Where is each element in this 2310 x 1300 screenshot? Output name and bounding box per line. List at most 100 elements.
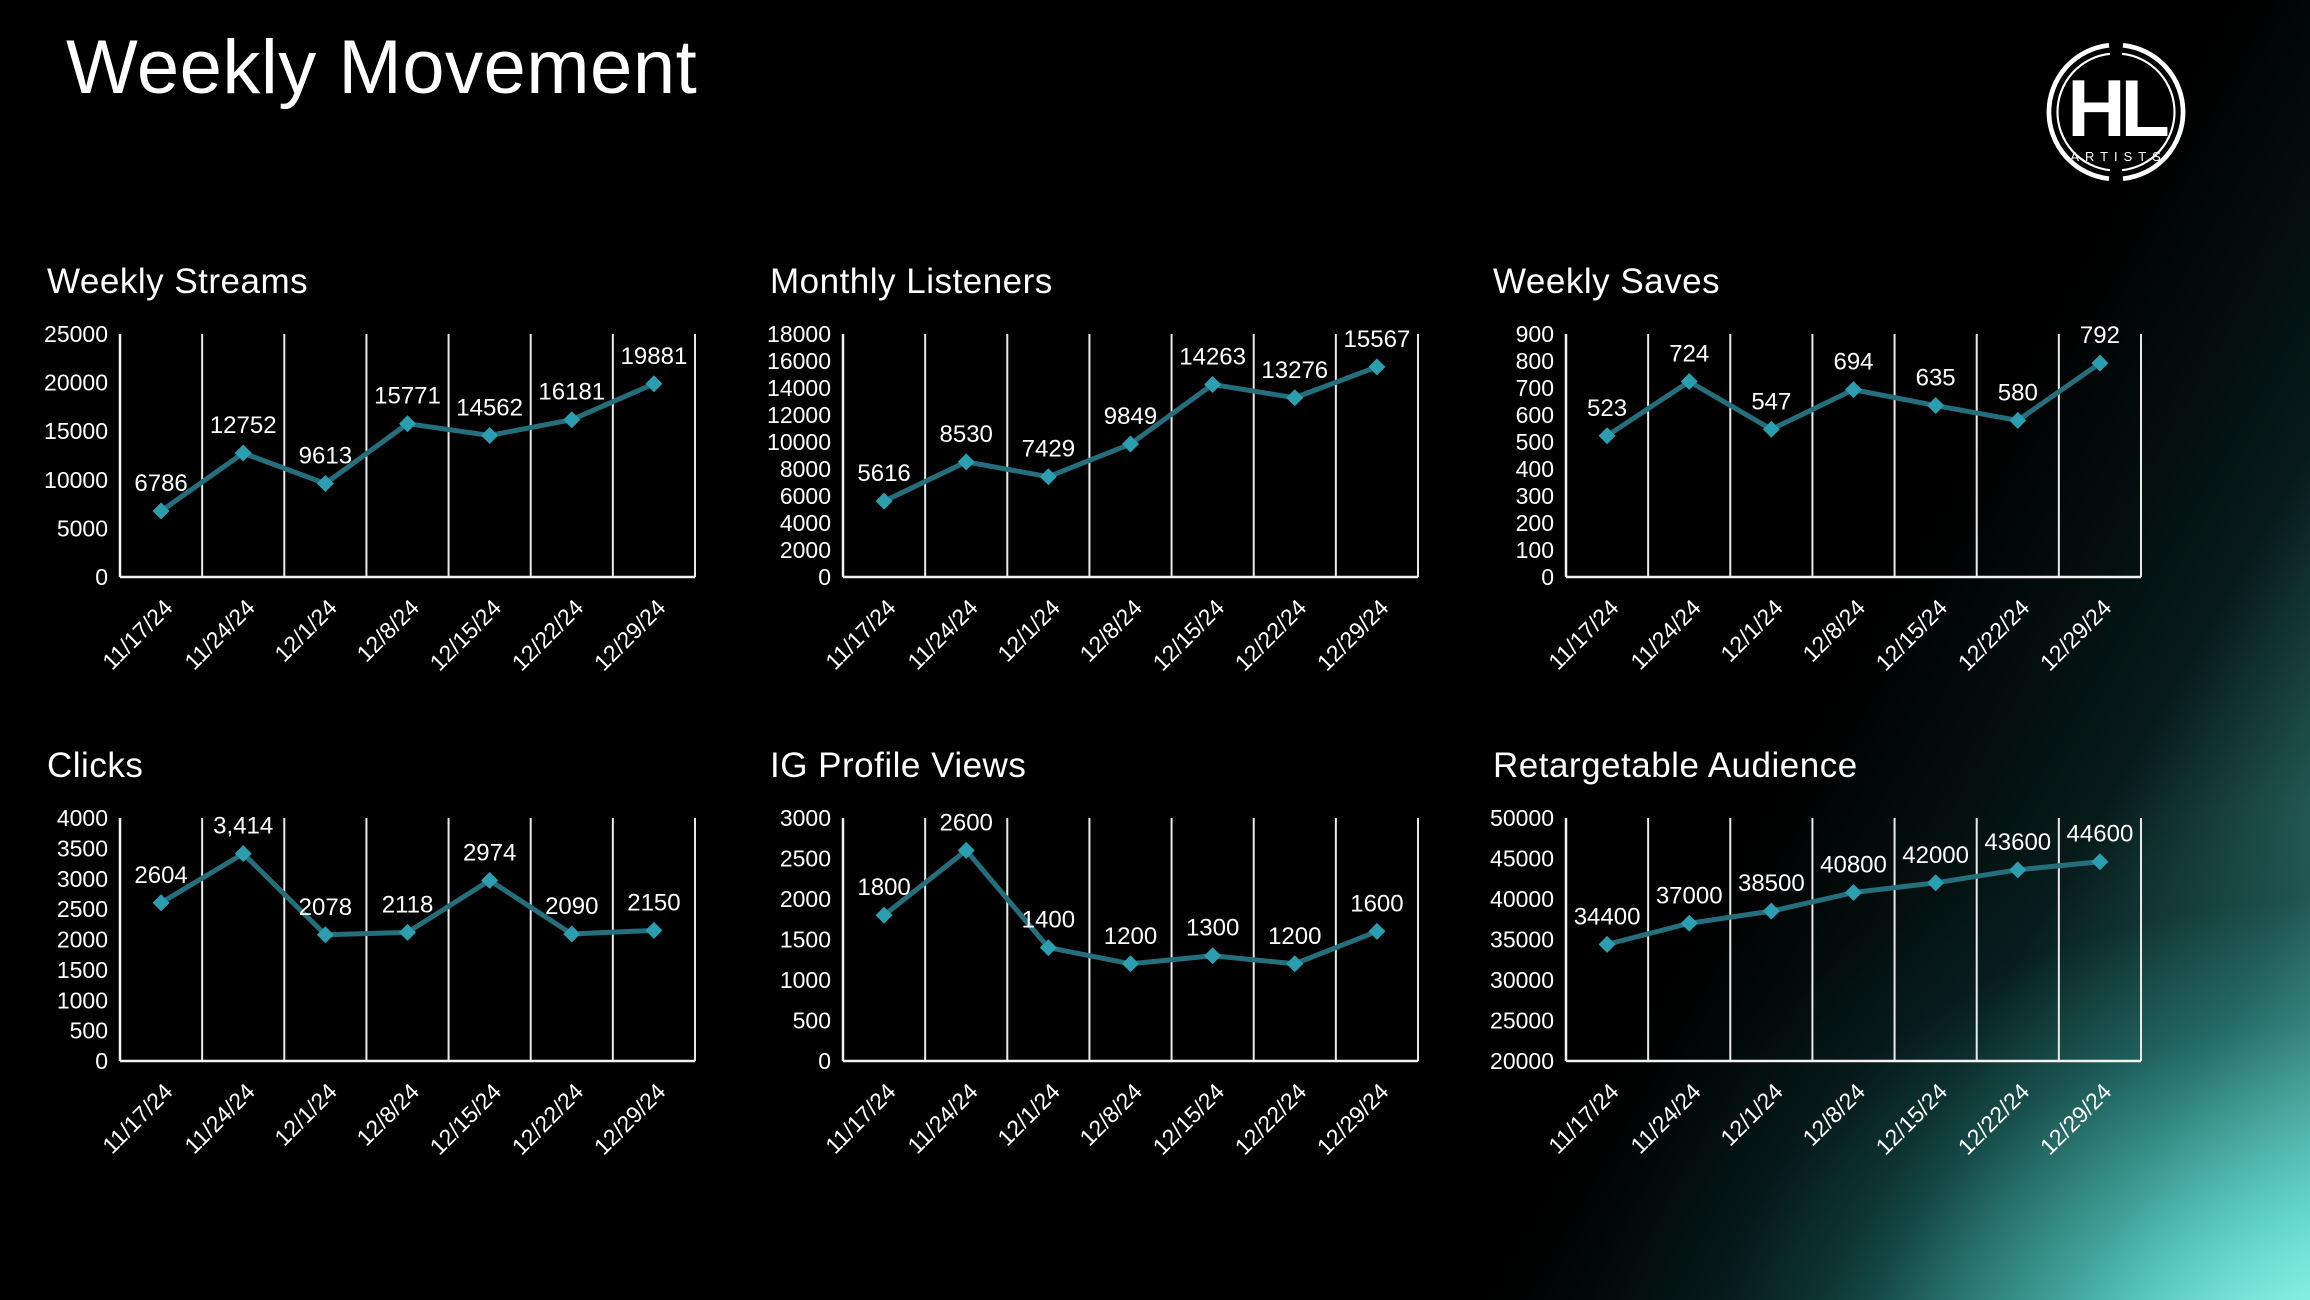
y-tick-label: 3000 [780, 805, 831, 831]
x-category-label: 12/15/24 [1147, 594, 1229, 676]
y-tick-label: 8000 [780, 456, 831, 482]
y-tick-label: 2000 [57, 927, 108, 953]
x-category-label: 12/22/24 [1953, 1078, 2035, 1160]
y-tick-label: 10000 [767, 429, 831, 455]
chart-card-clicks: Clicks 0 500 1000 1500 2000 2500 3000 3500 4000 1… [45, 746, 710, 1176]
logo-rings [2046, 42, 2186, 182]
y-tick-label: 25000 [44, 321, 108, 347]
x-category-label: 12/15/24 [424, 1078, 506, 1160]
data-point-label: 2090 [545, 893, 598, 920]
x-category-label: 12/8/24 [351, 1078, 424, 1151]
data-point-marker [2009, 411, 2027, 429]
slide-header: Weekly Movement HL ARTISTS [0, 0, 2310, 198]
data-point-marker [1762, 902, 1780, 920]
data-point-marker [1122, 955, 1139, 973]
data-point-label: 5616 [857, 460, 910, 487]
x-category-label: 12/15/24 [1870, 1078, 1952, 1160]
chart-title: Clicks [47, 746, 144, 785]
data-point-label: 8530 [940, 421, 993, 448]
y-tick-label: 300 [1516, 483, 1554, 509]
y-tick-label: 25000 [1490, 1008, 1554, 1034]
monthly-listeners-chart: 0200040006000800010000120001400016000180… [767, 321, 1419, 676]
data-point-marker [1927, 397, 1945, 415]
x-category-label: 12/29/24 [2035, 594, 2117, 676]
data-point-label: 2150 [627, 889, 680, 916]
data-point-marker [1286, 389, 1304, 407]
weekly-streams-chart: 0 5000 10000 15000 20000 25000 11/17/24 11/24/2… [44, 321, 696, 676]
y-tick-label: 16000 [767, 348, 831, 374]
y-tick-label: 500 [1516, 429, 1554, 455]
data-point-label: 37000 [1656, 882, 1723, 909]
chart-title: Monthly Listeners [770, 262, 1053, 301]
data-point-marker [1204, 947, 1222, 965]
data-point-marker [2091, 853, 2109, 871]
data-point-label: 635 [1916, 365, 1956, 392]
data-point-marker [399, 923, 416, 941]
data-point-label: 1600 [1350, 890, 1403, 917]
data-point-marker [1368, 922, 1386, 940]
data-point-marker [1680, 914, 1698, 932]
y-tick-label: 2000 [780, 886, 831, 912]
x-category-label: 11/24/24 [1625, 1078, 1706, 1159]
data-point-marker [1286, 955, 1304, 973]
ig-profile-views-chart: 0 500 1000 1500 2000 2500 3000 11/17/24 11/24/24… [780, 805, 1419, 1160]
data-point-label: 2118 [382, 891, 434, 918]
data-point-marker [316, 926, 334, 944]
data-point-marker [481, 426, 499, 444]
logo-subtext: ARTISTS [2070, 149, 2166, 164]
data-point-marker [399, 415, 416, 433]
data-point-label: 15771 [374, 383, 441, 410]
data-point-label: 547 [1751, 388, 1791, 415]
retargetable-audience-chart: 20000 25000 30000 35000 40000 45000 50000 11/17… [1490, 805, 2142, 1160]
x-category-label: 12/8/24 [1074, 594, 1147, 667]
x-category-label: 11/17/24 [820, 594, 901, 675]
y-tick-label: 200 [1516, 510, 1554, 536]
data-point-label: 14263 [1179, 343, 1246, 370]
y-tick-label: 500 [70, 1018, 108, 1044]
x-category-label: 11/24/24 [1625, 594, 1706, 675]
x-category-label: 11/17/24 [820, 1078, 901, 1159]
data-point-label: 2974 [463, 839, 516, 866]
y-tick-label: 600 [1516, 402, 1554, 428]
data-point-marker [234, 444, 252, 462]
chart-title: Retargetable Audience [1493, 746, 1858, 785]
data-point-marker [1122, 435, 1139, 453]
data-point-label: 6786 [134, 470, 187, 497]
y-tick-label: 15000 [44, 418, 108, 444]
y-tick-label: 2000 [780, 537, 831, 563]
logo-monogram: HL [2067, 64, 2167, 154]
data-point-marker [234, 845, 252, 863]
y-tick-label: 35000 [1490, 927, 1554, 953]
data-point-marker [481, 871, 499, 889]
data-point-marker [2009, 861, 2027, 879]
x-category-label: 12/29/24 [589, 594, 671, 676]
y-tick-label: 2500 [57, 896, 108, 922]
x-category-label: 12/8/24 [1074, 1078, 1147, 1151]
data-point-label: 1200 [1104, 923, 1157, 950]
y-tick-label: 2500 [780, 846, 831, 872]
x-category-label: 12/29/24 [589, 1078, 671, 1160]
clicks-chart: 0 500 1000 1500 2000 2500 3000 3500 4000 11/17/24… [57, 805, 696, 1160]
data-point-marker [957, 841, 975, 859]
data-point-marker [957, 453, 975, 471]
y-tick-label: 0 [1541, 564, 1554, 590]
y-tick-label: 400 [1516, 456, 1554, 482]
data-point-marker [1598, 935, 1616, 953]
data-point-label: 694 [1833, 349, 1873, 376]
data-point-marker [875, 492, 893, 510]
x-category-label: 12/1/24 [992, 594, 1065, 667]
data-point-label: 1800 [857, 874, 910, 901]
x-category-label: 11/24/24 [902, 1078, 983, 1159]
data-point-label: 12752 [210, 412, 277, 439]
y-tick-label: 50000 [1490, 805, 1554, 831]
data-point-label: 19881 [621, 343, 688, 370]
y-tick-label: 500 [793, 1008, 831, 1034]
charts-grid: Weekly Streams 0 5000 10000 15000 20000 25000… [44, 262, 2156, 1176]
y-tick-label: 18000 [767, 321, 831, 347]
chart-title: Weekly Streams [47, 262, 309, 301]
x-category-label: 11/17/24 [1543, 1078, 1624, 1159]
y-tick-label: 20000 [44, 370, 108, 396]
data-point-label: 2600 [940, 809, 993, 836]
data-point-label: 43600 [1984, 829, 2051, 856]
